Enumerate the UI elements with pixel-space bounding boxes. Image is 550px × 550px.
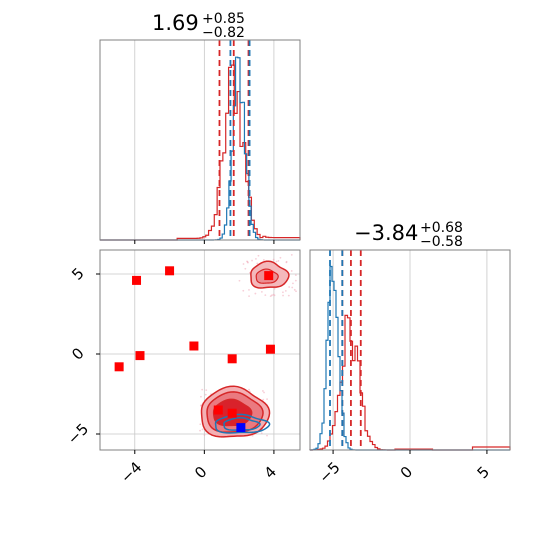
sample-point [285,260,288,263]
sample-point [262,398,265,401]
sample-point [288,286,291,288]
sample-point [238,279,241,282]
title-param1-minus: −0.82 [202,25,245,41]
sample-point [201,388,204,391]
sample-point [248,295,250,298]
title-param2-plus: +0.68 [420,220,463,236]
title-param1-plus: +0.85 [202,11,245,27]
sample-point [254,292,257,295]
contour-blue-inner [223,417,261,431]
sample-point [248,388,250,391]
marker-red-square [114,362,124,372]
x-tick-label: −4 [117,458,145,486]
marker-red-square [189,341,199,351]
histogram-red [100,64,301,241]
sample-point [292,282,294,285]
sample-point [260,432,263,435]
x-tick-label: 0 [397,463,416,482]
sample-point [262,259,265,261]
title-param2: −3.84 +0.68 −0.58 [354,220,463,250]
marker-blue-square [236,423,246,433]
x-tick-label: 0 [191,463,210,482]
sample-point [251,434,254,437]
sample-point [242,263,245,265]
panel-top-left-frame [99,39,301,241]
marker-red-square [132,275,142,285]
sample-point [205,389,208,392]
panel-bottom-right: −5 0 5 [309,249,511,487]
sample-point [263,391,265,394]
y-tick-label: −5 [64,420,92,448]
sample-point [294,279,297,282]
sample-point [199,429,201,432]
sample-point [287,294,290,297]
sample-point [248,288,250,291]
sample-point [260,290,263,293]
sample-point [266,398,268,401]
sample-point [277,259,280,262]
sample-point [199,423,202,426]
panel-bottom-left: −4 0 4 −5 0 5 [64,249,301,487]
contour-blue-outer [214,413,271,434]
y-tick-label: 0 [68,344,87,363]
sample-point [251,259,253,262]
marker-red-square [213,405,223,415]
marker-red-square [265,344,275,354]
sample-point [242,289,245,292]
sample-point [204,393,207,396]
sample-point [282,294,284,297]
x-tick-label: 4 [261,463,280,482]
sample-point [262,390,264,392]
sample-point [256,262,259,265]
sample-point [247,261,249,264]
sample-point [294,274,297,277]
sample-point [295,290,297,293]
sample-point [200,395,202,398]
marker-red-square [165,266,175,276]
sample-point [257,254,260,257]
sample-point [272,258,275,261]
panel-top-left [99,39,301,244]
sample-point [270,294,273,297]
sample-point [266,434,268,437]
marker-red-square [135,351,145,361]
sample-point [273,287,276,290]
sample-point [255,257,257,260]
histogram-blue [100,56,300,241]
sample-point [203,434,206,436]
marker-red-square [264,271,274,281]
sample-point [273,294,276,297]
x-tick-label: 5 [474,463,493,482]
title-param1-value: 1.69 [152,11,199,35]
title-param2-value: −3.84 [354,221,418,245]
x-tick-label: −5 [315,458,343,486]
sample-point [244,267,247,270]
sample-point [290,253,293,256]
sample-point [293,288,296,291]
marker-red-square [227,354,237,364]
sample-point [275,260,278,263]
panel-bottom-left-frame [99,249,301,451]
sample-point [279,256,282,259]
sample-point [282,291,284,294]
sample-point [290,270,293,272]
sample-point [291,286,294,289]
marker-red-square [227,408,237,418]
title-param1: 1.69 +0.85 −0.82 [152,11,245,41]
y-tick-label: 5 [68,264,87,283]
sample-point [264,294,267,296]
sample-point [201,428,204,431]
title-param2-minus: −0.58 [420,234,463,250]
sample-point [284,289,287,292]
